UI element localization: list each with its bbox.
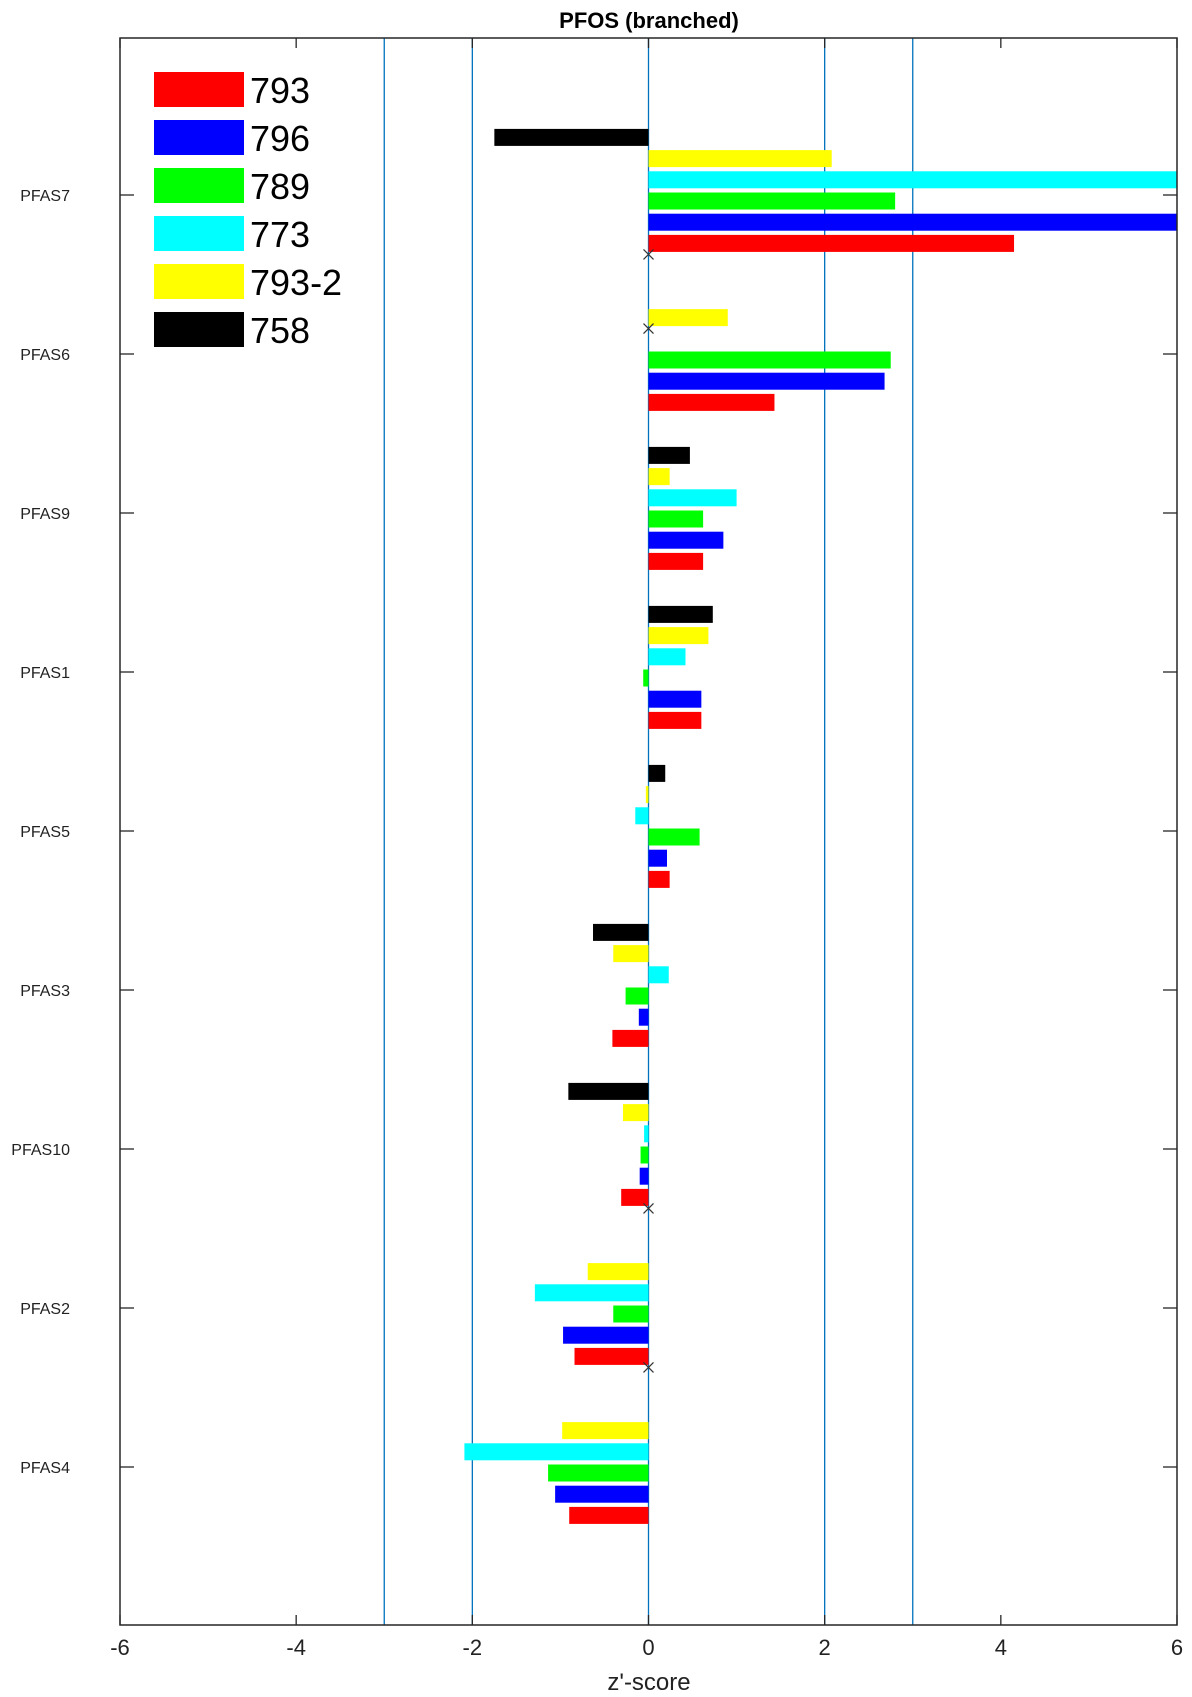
missing-marker-stroke bbox=[643, 248, 654, 260]
bar-758-PFAS1 bbox=[648, 605, 713, 623]
missing-marker bbox=[643, 1202, 654, 1214]
legend-swatch-789 bbox=[154, 168, 244, 203]
missing-marker-stroke bbox=[643, 1361, 654, 1373]
bar-793-PFAS2 bbox=[574, 1347, 649, 1365]
bar-789-PFAS6 bbox=[648, 351, 891, 369]
bar-773-PFAS4 bbox=[464, 1443, 649, 1461]
x-tick-label: 2 bbox=[819, 1635, 831, 1660]
bar-793-2-PFAS4 bbox=[562, 1422, 649, 1440]
legend-swatch-793-2 bbox=[154, 264, 244, 299]
y-tick-label: PFAS5 bbox=[20, 824, 70, 841]
bar-758-PFAS3 bbox=[593, 923, 649, 941]
bar-796-PFAS4 bbox=[555, 1485, 649, 1503]
y-tick-label: PFAS2 bbox=[20, 1301, 70, 1318]
legend-label-796: 796 bbox=[250, 118, 310, 159]
bar-793-PFAS5 bbox=[648, 870, 670, 888]
missing-marker-stroke bbox=[643, 1202, 654, 1214]
bars bbox=[464, 128, 1177, 1524]
legend-label-758: 758 bbox=[250, 310, 310, 351]
y-tick-label: PFAS1 bbox=[20, 665, 70, 682]
bar-773-PFAS2 bbox=[534, 1284, 649, 1302]
bar-796-PFAS10 bbox=[639, 1167, 649, 1185]
legend-swatch-796 bbox=[154, 120, 244, 155]
legend-swatch-793 bbox=[154, 72, 244, 107]
bar-793-2-PFAS7 bbox=[648, 150, 832, 168]
y-tick-label: PFAS7 bbox=[20, 188, 70, 205]
missing-markers bbox=[643, 248, 654, 1373]
bar-793-PFAS10 bbox=[621, 1188, 649, 1206]
bar-793-PFAS9 bbox=[648, 552, 704, 570]
y-tick-label: PFAS10 bbox=[11, 1142, 70, 1159]
bar-773-PFAS10 bbox=[644, 1125, 649, 1143]
bar-796-PFAS2 bbox=[563, 1326, 649, 1344]
bar-773-PFAS9 bbox=[648, 489, 737, 507]
bar-758-PFAS10 bbox=[568, 1082, 649, 1100]
missing-marker bbox=[643, 323, 654, 335]
bar-793-PFAS4 bbox=[569, 1506, 649, 1524]
bar-796-PFAS9 bbox=[648, 531, 724, 549]
x-tick-label: -2 bbox=[463, 1635, 483, 1660]
x-tick-label: -6 bbox=[110, 1635, 130, 1660]
y-tick-label: PFAS6 bbox=[20, 347, 70, 364]
x-axis-label: z'-score bbox=[607, 1669, 690, 1696]
y-axis: PFAS7 PFAS6 PFAS9 PFAS1 PFAS5 PFAS3 PFAS10 PFAS… bbox=[11, 188, 1177, 1477]
bar-793-2-PFAS1 bbox=[648, 627, 709, 645]
bar-793-2-PFAS9 bbox=[648, 468, 670, 486]
missing-marker bbox=[643, 1361, 654, 1373]
bar-793-2-PFAS2 bbox=[587, 1263, 649, 1281]
legend-label-789: 789 bbox=[250, 166, 310, 207]
legend: 793 796 789 773 793-2 758 bbox=[154, 70, 342, 351]
bar-793-2-PFAS10 bbox=[622, 1104, 649, 1122]
y-tick-label: PFAS9 bbox=[20, 506, 70, 523]
x-tick-label: 6 bbox=[1171, 1635, 1183, 1660]
bar-793-PFAS1 bbox=[648, 711, 702, 729]
y-tick-label: PFAS3 bbox=[20, 983, 70, 1000]
bar-789-PFAS10 bbox=[640, 1146, 649, 1164]
bar-793-2-PFAS5 bbox=[645, 786, 649, 804]
bar-796-PFAS3 bbox=[638, 1008, 649, 1026]
bar-773-PFAS1 bbox=[648, 648, 686, 666]
bar-793-PFAS6 bbox=[648, 393, 775, 411]
bar-789-PFAS4 bbox=[548, 1464, 649, 1482]
x-tick-label: 0 bbox=[642, 1635, 654, 1660]
bar-758-PFAS5 bbox=[648, 764, 666, 782]
legend-swatch-758 bbox=[154, 312, 244, 347]
x-axis: -6 -4 -2 0 2 4 6 bbox=[110, 38, 1183, 1660]
bar-758-PFAS7 bbox=[494, 128, 649, 146]
bar-796-PFAS5 bbox=[648, 849, 667, 867]
y-tick-label: PFAS4 bbox=[20, 1460, 70, 1477]
legend-label-793: 793 bbox=[250, 70, 310, 111]
bar-789-PFAS3 bbox=[625, 987, 649, 1005]
bar-796-PFAS1 bbox=[648, 690, 702, 708]
x-tick-label: 4 bbox=[995, 1635, 1007, 1660]
bar-796-PFAS7 bbox=[648, 213, 1177, 231]
bar-793-2-PFAS6 bbox=[648, 309, 728, 327]
bar-793-PFAS3 bbox=[612, 1029, 649, 1047]
bar-789-PFAS5 bbox=[648, 828, 700, 846]
chart-title: PFOS (branched) bbox=[559, 8, 739, 33]
legend-swatch-773 bbox=[154, 216, 244, 251]
bar-793-PFAS7 bbox=[648, 234, 1015, 252]
bar-789-PFAS2 bbox=[613, 1305, 649, 1323]
bar-789-PFAS9 bbox=[648, 510, 704, 528]
x-tick-label: -4 bbox=[286, 1635, 306, 1660]
bar-793-2-PFAS3 bbox=[613, 945, 649, 963]
bar-773-PFAS5 bbox=[635, 807, 649, 825]
bar-773-PFAS3 bbox=[648, 966, 669, 984]
bar-773-PFAS7 bbox=[648, 171, 1177, 189]
missing-marker-stroke bbox=[643, 323, 654, 335]
bar-789-PFAS7 bbox=[648, 192, 896, 210]
missing-marker bbox=[643, 248, 654, 260]
legend-label-773: 773 bbox=[250, 214, 310, 255]
legend-label-793-2: 793-2 bbox=[250, 262, 342, 303]
bar-796-PFAS6 bbox=[648, 372, 885, 390]
bar-789-PFAS1 bbox=[643, 669, 649, 687]
bar-758-PFAS9 bbox=[648, 446, 690, 464]
